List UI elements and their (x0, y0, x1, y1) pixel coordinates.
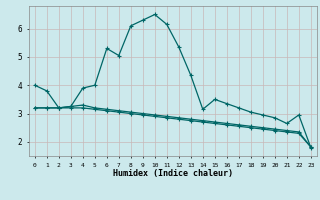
X-axis label: Humidex (Indice chaleur): Humidex (Indice chaleur) (113, 169, 233, 178)
